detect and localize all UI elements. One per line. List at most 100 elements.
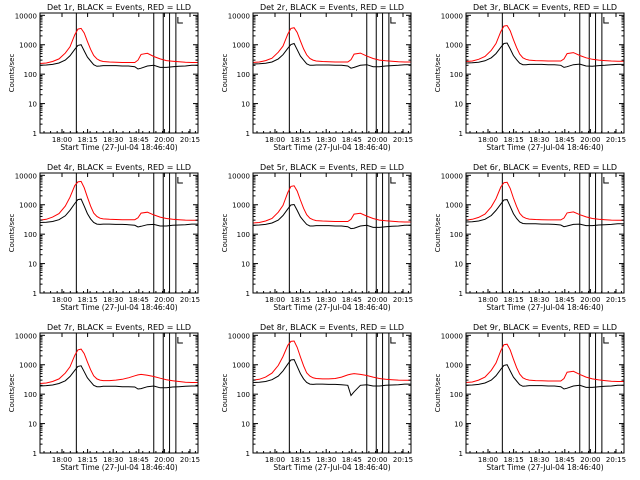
x-tick-label: 18:45 bbox=[342, 296, 362, 304]
chart-panel-9: Det 9r, BLACK = Events, RED = LLD 1 10 100 1… bbox=[434, 323, 626, 472]
y-tick-label: 1000 bbox=[445, 42, 463, 50]
y-tick-label: 1000 bbox=[232, 202, 250, 210]
y-axis-label: Counts/sec bbox=[221, 54, 229, 93]
x-tick-label: 20:00 bbox=[154, 456, 174, 464]
x-tick-label: 20:00 bbox=[154, 136, 174, 144]
x-tick-label: 18:15 bbox=[291, 456, 311, 464]
chart-panel-3: Det 3r, BLACK = Events, RED = LLD 1 10 100 1… bbox=[434, 3, 626, 152]
series-line-events bbox=[465, 199, 624, 228]
y-axis-label: Counts/sec bbox=[221, 214, 229, 253]
x-tick-label: 20:15 bbox=[180, 296, 200, 304]
chart-panel-2: Det 2r, BLACK = Events, RED = LLD 1 10 100 1… bbox=[221, 3, 413, 152]
marker-flag bbox=[603, 177, 609, 184]
y-tick-label: 1 bbox=[246, 290, 250, 298]
x-tick-label: 18:30 bbox=[316, 296, 336, 304]
x-tick-label: 20:15 bbox=[180, 136, 200, 144]
x-tick-label: 18:00 bbox=[478, 456, 498, 464]
series-line-events bbox=[252, 203, 411, 230]
marker-flag bbox=[177, 177, 183, 184]
x-tick-label: 20:15 bbox=[393, 136, 413, 144]
y-tick-label: 100 bbox=[237, 71, 250, 79]
x-tick-label: 20:00 bbox=[367, 136, 387, 144]
x-axis-label: Start Time (27-Jul-04 18:46:40) bbox=[273, 303, 390, 312]
plot-frame bbox=[465, 172, 625, 294]
x-tick-label: 20:15 bbox=[606, 296, 626, 304]
y-tick-label: 1000 bbox=[19, 202, 37, 210]
x-tick-label: 18:45 bbox=[555, 456, 575, 464]
x-tick-label: 20:00 bbox=[367, 456, 387, 464]
plot-frame bbox=[252, 172, 412, 294]
chart-title: Det 1r, BLACK = Events, RED = LLD bbox=[47, 3, 191, 12]
chart-panel-6: Det 6r, BLACK = Events, RED = LLD 1 10 100 1… bbox=[434, 163, 626, 312]
series-line-events bbox=[465, 42, 624, 68]
y-tick-label: 10 bbox=[28, 101, 37, 109]
plot-frame bbox=[465, 332, 625, 454]
x-tick-label: 18:30 bbox=[103, 136, 123, 144]
y-axis-label: Counts/sec bbox=[8, 214, 16, 253]
marker-flag bbox=[603, 337, 609, 344]
y-tick-label: 1000 bbox=[232, 362, 250, 370]
chart-title: Det 4r, BLACK = Events, RED = LLD bbox=[47, 163, 191, 172]
x-axis-label: Start Time (27-Jul-04 18:46:40) bbox=[486, 303, 603, 312]
chart-panel-8: Det 8r, BLACK = Events, RED = LLD 1 10 100 1… bbox=[221, 323, 413, 472]
x-tick-label: 18:00 bbox=[478, 296, 498, 304]
x-tick-label: 18:00 bbox=[265, 456, 285, 464]
x-tick-label: 20:15 bbox=[606, 456, 626, 464]
x-tick-label: 18:45 bbox=[129, 136, 149, 144]
chart-panel-1: Det 1r, BLACK = Events, RED = LLD 1 10 100 1… bbox=[8, 3, 200, 152]
x-tick-label: 18:15 bbox=[291, 296, 311, 304]
y-tick-label: 1 bbox=[33, 450, 37, 458]
series-line-events bbox=[465, 364, 624, 390]
x-tick-label: 18:15 bbox=[78, 296, 98, 304]
y-tick-label: 1 bbox=[33, 130, 37, 138]
chart-title: Det 9r, BLACK = Events, RED = LLD bbox=[473, 323, 617, 332]
x-tick-label: 18:00 bbox=[52, 136, 72, 144]
x-tick-label: 18:15 bbox=[291, 136, 311, 144]
y-tick-label: 10 bbox=[454, 261, 463, 269]
x-axis-label: Start Time (27-Jul-04 18:46:40) bbox=[60, 463, 177, 472]
series-line-lld bbox=[252, 27, 411, 63]
y-axis-label: Counts/sec bbox=[434, 374, 442, 413]
chart-panel-5: Det 5r, BLACK = Events, RED = LLD 1 10 100 1… bbox=[221, 163, 413, 312]
y-tick-label: 1000 bbox=[19, 362, 37, 370]
x-tick-label: 18:15 bbox=[504, 456, 524, 464]
y-tick-label: 100 bbox=[450, 231, 463, 239]
series-line-lld bbox=[465, 24, 624, 62]
series-line-lld bbox=[39, 180, 198, 221]
x-tick-label: 18:00 bbox=[478, 136, 498, 144]
y-tick-label: 10000 bbox=[228, 172, 250, 180]
plot-frame bbox=[252, 332, 412, 454]
y-tick-label: 1000 bbox=[19, 42, 37, 50]
chart-title: Det 3r, BLACK = Events, RED = LLD bbox=[473, 3, 617, 12]
x-tick-label: 18:00 bbox=[265, 136, 285, 144]
y-tick-label: 10 bbox=[454, 101, 463, 109]
series-line-lld bbox=[465, 343, 624, 383]
series-line-lld bbox=[252, 185, 411, 224]
x-tick-label: 20:00 bbox=[154, 296, 174, 304]
y-tick-label: 10000 bbox=[15, 12, 37, 20]
y-tick-label: 100 bbox=[450, 71, 463, 79]
x-tick-label: 20:15 bbox=[606, 136, 626, 144]
y-tick-label: 10 bbox=[241, 261, 250, 269]
x-axis-label: Start Time (27-Jul-04 18:46:40) bbox=[273, 143, 390, 152]
x-tick-label: 20:00 bbox=[580, 456, 600, 464]
x-tick-label: 18:30 bbox=[316, 136, 336, 144]
y-axis-label: Counts/sec bbox=[8, 374, 16, 413]
marker-flag bbox=[177, 17, 183, 24]
y-tick-label: 10000 bbox=[441, 332, 463, 340]
y-tick-label: 10 bbox=[28, 421, 37, 429]
x-tick-label: 20:00 bbox=[580, 296, 600, 304]
marker-flag bbox=[603, 17, 609, 24]
x-tick-label: 18:30 bbox=[529, 136, 549, 144]
chart-panel-4: Det 4r, BLACK = Events, RED = LLD 1 10 100 1… bbox=[8, 163, 200, 312]
x-tick-label: 18:45 bbox=[342, 136, 362, 144]
chart-title: Det 7r, BLACK = Events, RED = LLD bbox=[47, 323, 191, 332]
x-tick-label: 20:00 bbox=[580, 136, 600, 144]
x-tick-label: 20:00 bbox=[367, 296, 387, 304]
x-tick-label: 18:45 bbox=[555, 296, 575, 304]
y-tick-label: 10000 bbox=[15, 172, 37, 180]
y-tick-label: 100 bbox=[24, 391, 37, 399]
y-tick-label: 10000 bbox=[441, 12, 463, 20]
x-axis-label: Start Time (27-Jul-04 18:46:40) bbox=[60, 143, 177, 152]
